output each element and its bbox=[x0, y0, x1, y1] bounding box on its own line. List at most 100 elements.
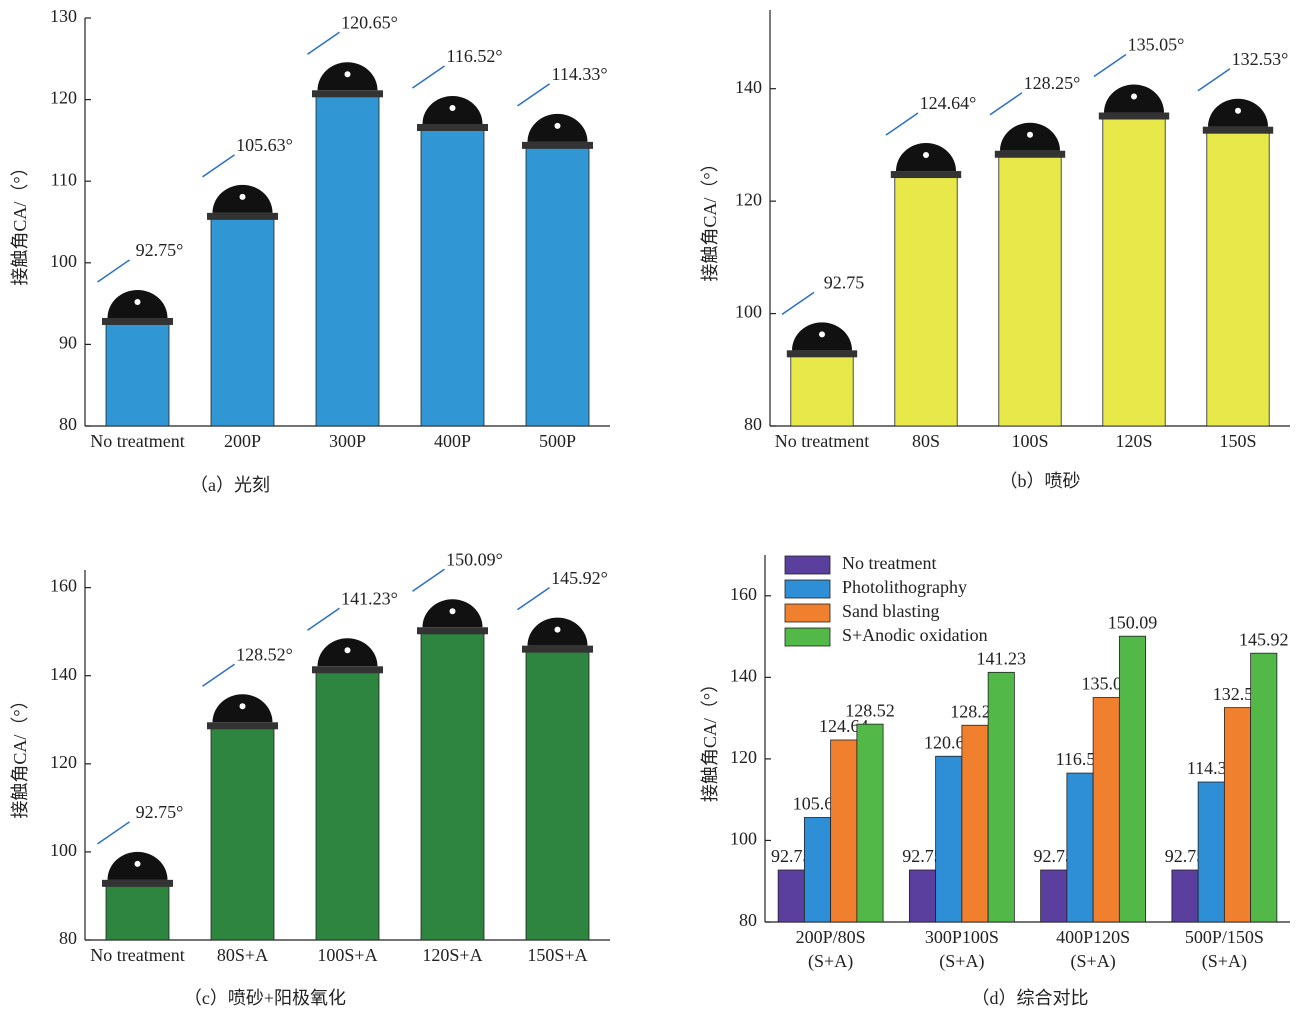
droplet-plate bbox=[891, 171, 961, 178]
bar bbox=[1207, 131, 1269, 426]
droplet-plate bbox=[102, 880, 173, 887]
droplet-plate bbox=[312, 666, 383, 673]
x-tick-label: 300P bbox=[329, 431, 366, 451]
leader-line bbox=[98, 822, 130, 844]
bar bbox=[1067, 773, 1093, 922]
leader-line bbox=[1094, 55, 1126, 77]
value-label: 150.09° bbox=[446, 549, 503, 569]
value-label: 150.09 bbox=[1108, 612, 1158, 632]
value-label: 92.75° bbox=[136, 240, 184, 260]
bar bbox=[804, 817, 830, 922]
chart-caption: （b）喷砂 bbox=[1000, 471, 1081, 491]
y-tick-label: 140 bbox=[730, 665, 757, 685]
value-label: 92.75° bbox=[136, 802, 184, 822]
bar bbox=[999, 155, 1061, 426]
droplet-glint bbox=[555, 627, 561, 633]
bar bbox=[316, 670, 379, 940]
bar bbox=[936, 756, 962, 922]
droplet-glint bbox=[135, 861, 141, 867]
y-tick-label: 120 bbox=[50, 88, 77, 108]
droplet-plate bbox=[1099, 113, 1169, 120]
droplet-plate bbox=[417, 627, 488, 634]
y-tick-label: 80 bbox=[59, 928, 77, 948]
y-axis-label: 接触角CA/（°） bbox=[700, 154, 720, 281]
droplet-plate bbox=[522, 142, 593, 149]
y-tick-label: 80 bbox=[744, 414, 762, 434]
leader-line bbox=[308, 32, 340, 54]
x-tick-label: 400P bbox=[434, 431, 471, 451]
y-tick-label: 140 bbox=[735, 77, 762, 97]
droplet-glint bbox=[1131, 94, 1137, 100]
bar bbox=[1251, 653, 1277, 922]
droplet-glint bbox=[345, 647, 351, 653]
x-tick-label: No treatment bbox=[90, 945, 184, 965]
droplet-plate bbox=[312, 90, 383, 97]
x-tick-label: 200P bbox=[224, 431, 261, 451]
y-tick-label: 100 bbox=[50, 251, 77, 271]
leader-line bbox=[203, 664, 235, 686]
droplet-plate bbox=[207, 213, 278, 220]
x-tick-label: (S+A) bbox=[1071, 951, 1116, 972]
bar bbox=[1198, 782, 1224, 922]
x-tick-label: 120S+A bbox=[422, 945, 482, 965]
droplet-plate bbox=[417, 124, 488, 131]
bar bbox=[421, 631, 484, 940]
value-label: 135.05° bbox=[1128, 35, 1185, 55]
legend-label: No treatment bbox=[842, 553, 936, 573]
leader-line bbox=[518, 84, 550, 106]
value-label: 145.92 bbox=[1239, 629, 1289, 649]
value-label: 145.92° bbox=[551, 568, 608, 588]
droplet-glint bbox=[555, 123, 561, 129]
y-tick-label: 80 bbox=[59, 414, 77, 434]
droplet-glint bbox=[923, 152, 929, 158]
legend-swatch bbox=[785, 580, 830, 598]
leader-line bbox=[990, 93, 1022, 115]
y-tick-label: 120 bbox=[730, 747, 757, 767]
legend-swatch bbox=[785, 556, 830, 574]
leader-line bbox=[98, 260, 130, 282]
bar bbox=[962, 725, 988, 922]
leader-line bbox=[413, 66, 445, 88]
x-tick-label: 150S+A bbox=[527, 945, 587, 965]
y-tick-label: 140 bbox=[50, 664, 77, 684]
legend-label: S+Anodic oxidation bbox=[842, 625, 988, 645]
x-tick-label: 500P bbox=[539, 431, 576, 451]
droplet-glint bbox=[1027, 132, 1033, 138]
value-label: 128.52 bbox=[845, 700, 895, 720]
droplet-plate bbox=[1203, 127, 1273, 134]
x-tick-label: (S+A) bbox=[939, 951, 984, 972]
value-label: 105.63° bbox=[236, 135, 293, 155]
x-tick-label: 120S bbox=[1115, 431, 1152, 451]
y-axis-label: 接触角CA/（°） bbox=[10, 691, 30, 818]
bar bbox=[526, 650, 589, 940]
y-tick-label: 160 bbox=[50, 576, 77, 596]
droplet-glint bbox=[135, 299, 141, 305]
bar bbox=[106, 884, 169, 940]
y-tick-label: 80 bbox=[739, 910, 757, 930]
bar bbox=[1224, 708, 1250, 922]
x-tick-label: 80S bbox=[912, 431, 940, 451]
bar bbox=[778, 870, 804, 922]
x-tick-label: 100S+A bbox=[317, 945, 377, 965]
value-label: 141.23 bbox=[977, 648, 1027, 668]
x-tick-label: (S+A) bbox=[1202, 951, 1247, 972]
figure: 8090100110120130接触角CA/（°）（a）光刻No treatme… bbox=[0, 0, 1311, 1015]
droplet-glint bbox=[345, 71, 351, 77]
chart-caption: （d）综合对比 bbox=[972, 988, 1089, 1008]
x-tick-label: (S+A) bbox=[808, 951, 853, 972]
y-tick-label: 130 bbox=[50, 6, 77, 26]
bar bbox=[1093, 698, 1119, 922]
legend-swatch bbox=[785, 628, 830, 646]
x-tick-label: No treatment bbox=[90, 431, 184, 451]
y-tick-label: 120 bbox=[735, 189, 762, 209]
y-axis-label: 接触角CA/（°） bbox=[10, 158, 30, 285]
leader-line bbox=[886, 113, 918, 135]
x-tick-label: 500P/150S bbox=[1185, 927, 1264, 947]
value-label: 128.52° bbox=[236, 644, 293, 664]
value-label: 116.52° bbox=[446, 46, 502, 66]
bar bbox=[895, 175, 957, 426]
bar bbox=[909, 870, 935, 922]
value-label: 128.25° bbox=[1024, 73, 1081, 93]
bar bbox=[1119, 636, 1145, 922]
leader-line bbox=[518, 588, 550, 610]
